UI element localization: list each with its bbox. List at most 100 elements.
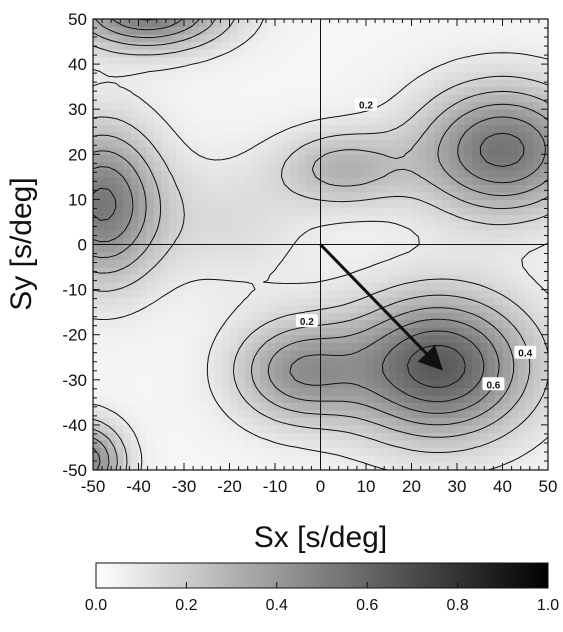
heatmap-cell: [153, 387, 162, 396]
heatmap-cell: [146, 379, 155, 388]
heatmap-cell: [199, 109, 208, 118]
heatmap-cell: [153, 236, 162, 246]
heatmap-cell: [525, 41, 534, 50]
heatmap-cell: [479, 176, 488, 185]
heatmap-cell: [130, 101, 140, 110]
heatmap-cell: [426, 454, 435, 464]
heatmap-cell: [184, 274, 193, 283]
heatmap-cell: [328, 139, 337, 148]
heatmap-cell: [388, 432, 397, 441]
heatmap-cell: [184, 304, 193, 313]
heatmap-cell: [388, 364, 397, 373]
heatmap-cell: [532, 342, 542, 351]
heatmap-cell: [267, 312, 276, 321]
heatmap-cell: [282, 176, 291, 185]
heatmap-cell: [373, 342, 382, 351]
heatmap-cell: [350, 267, 360, 276]
heatmap-cell: [305, 289, 314, 298]
heatmap-cell: [191, 252, 200, 261]
heatmap-cell: [93, 109, 102, 118]
heatmap-cell: [502, 297, 511, 306]
heatmap-cell: [191, 86, 200, 95]
heatmap-cell: [100, 41, 109, 50]
heatmap-cell: [403, 304, 413, 313]
heatmap-cell: [138, 454, 147, 464]
heatmap-cell: [146, 462, 155, 470]
heatmap-cell: [358, 387, 367, 396]
heatmap-cell: [146, 154, 155, 163]
heatmap-cell: [426, 71, 435, 80]
heatmap-cell: [464, 71, 473, 80]
heatmap-cell: [320, 169, 329, 178]
heatmap-cell: [532, 387, 542, 396]
heatmap-cell: [502, 236, 511, 246]
heatmap-cell: [93, 124, 102, 133]
heatmap-cell: [267, 387, 276, 396]
heatmap-cell: [441, 364, 451, 373]
heatmap-cell: [479, 71, 488, 80]
heatmap-cell: [108, 259, 117, 268]
heatmap-cell: [449, 34, 458, 43]
heatmap-cell: [419, 236, 428, 246]
heatmap-cell: [358, 462, 367, 470]
heatmap-cell: [343, 176, 352, 185]
heatmap-cell: [366, 146, 375, 155]
heatmap-cell: [464, 131, 473, 140]
heatmap-cell: [510, 372, 519, 381]
heatmap-cell: [108, 462, 117, 470]
heatmap-cell: [312, 146, 322, 155]
heatmap-cell: [517, 432, 526, 441]
heatmap-cell: [464, 364, 473, 373]
heatmap-cell: [305, 267, 314, 276]
heatmap-cell: [464, 139, 473, 148]
heatmap-cell: [297, 259, 306, 268]
heatmap-cell: [343, 26, 352, 35]
x-tick-label: 30: [448, 477, 467, 496]
heatmap-cell: [320, 289, 329, 298]
heatmap-cell: [532, 372, 542, 381]
heatmap-cell: [206, 154, 215, 163]
heatmap-cell: [146, 176, 155, 185]
heatmap-cell: [168, 327, 178, 336]
heatmap-cell: [206, 131, 215, 140]
heatmap-cell: [373, 101, 382, 110]
heatmap-cell: [366, 319, 375, 328]
heatmap-cell: [305, 327, 314, 336]
heatmap-cell: [259, 169, 269, 178]
heatmap-cell: [290, 304, 299, 313]
heatmap-cell: [267, 139, 276, 148]
heatmap-cell: [366, 116, 375, 125]
heatmap-cell: [290, 56, 299, 65]
heatmap-cell: [366, 424, 375, 434]
heatmap-cell: [259, 327, 269, 336]
heatmap-cell: [328, 41, 337, 50]
heatmap-cell: [441, 229, 451, 238]
heatmap-cell: [100, 349, 109, 358]
heatmap-cell: [290, 94, 299, 103]
heatmap-cell: [138, 116, 147, 125]
heatmap-cell: [434, 342, 443, 351]
heatmap-cell: [540, 372, 548, 381]
heatmap-cell: [252, 244, 261, 253]
heatmap-cell: [115, 41, 124, 50]
heatmap-cell: [168, 379, 178, 388]
heatmap-cell: [328, 206, 337, 216]
heatmap-cell: [244, 364, 253, 373]
heatmap-cell: [161, 176, 170, 185]
heatmap-cell: [259, 131, 269, 140]
heatmap-cell: [229, 79, 238, 88]
heatmap-cell: [494, 139, 504, 148]
heatmap-cell: [419, 289, 428, 298]
heatmap-cell: [510, 439, 519, 449]
heatmap-cell: [434, 79, 443, 88]
heatmap-cell: [426, 394, 435, 403]
heatmap-cell: [221, 424, 231, 434]
x-tick-label: -40: [126, 477, 151, 496]
heatmap-cell: [457, 409, 466, 418]
x-tick-label: 20: [402, 477, 421, 496]
heatmap-cell: [487, 176, 496, 185]
heatmap-cell: [540, 49, 548, 58]
heatmap-cell: [146, 139, 155, 148]
heatmap-cell: [403, 454, 413, 464]
heatmap-cell: [252, 424, 261, 434]
